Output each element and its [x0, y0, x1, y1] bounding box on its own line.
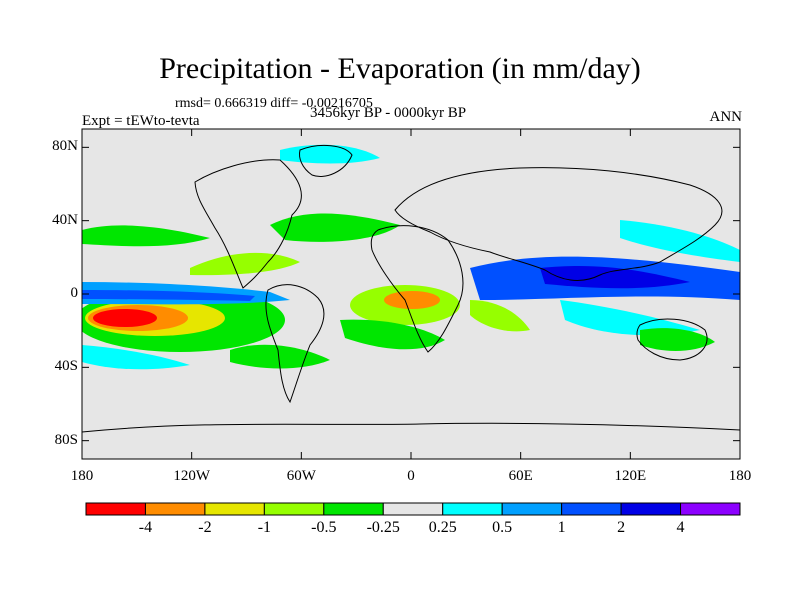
colorbar-swatch-7 — [501, 502, 563, 516]
lat-tick-label: 80N — [52, 138, 78, 155]
experiment-label: Expt = tEWto-tevta — [82, 113, 200, 129]
south-pacific-green — [230, 344, 330, 369]
colorbar-swatch-4 — [323, 502, 384, 516]
south-indian-cyan — [560, 300, 700, 336]
lat-tick-label: 0 — [70, 285, 79, 301]
indo-pacific-core — [540, 265, 690, 289]
australia-coast — [636, 318, 708, 361]
colorbar-label: 2 — [617, 519, 626, 536]
north-pacific-green — [82, 225, 210, 247]
coastlines — [81, 144, 741, 433]
antarctica-coast — [81, 422, 741, 433]
colorbar-label: -0.5 — [311, 519, 337, 536]
south-atlantic-green — [340, 319, 445, 350]
colorbar-label: 1 — [557, 519, 566, 536]
colorbar-label: 0.25 — [428, 519, 457, 536]
greenland-coast — [299, 144, 353, 177]
rmsd-diff-stats: rmsd= 0.666319 diff= -0.00216705 — [175, 96, 373, 111]
colorbar-swatch-1 — [144, 502, 206, 516]
lon-tick-label: 120W — [173, 468, 210, 484]
colorbar-label: 0.5 — [492, 519, 513, 536]
map-title: Precipitation - Evaporation (in mm/day) — [159, 52, 641, 85]
colorbar-swatch-2 — [204, 502, 265, 516]
colorbar-swatch-3 — [263, 502, 325, 516]
eurasia-coast — [394, 167, 723, 281]
north-atlantic-green — [270, 213, 400, 242]
pacific-red-zone — [93, 309, 157, 327]
lon-tick-label: 60E — [508, 468, 533, 484]
colorbar-label: 4 — [676, 519, 685, 536]
colorbar-swatch-8 — [561, 502, 622, 516]
arctic-cyan — [280, 144, 380, 164]
east-africa-green — [470, 300, 530, 332]
colorbar-label: -0.25 — [366, 519, 400, 536]
australia-green — [640, 328, 715, 351]
lon-tick-label: 0 — [407, 468, 415, 484]
colorbar-label: -1 — [257, 519, 272, 536]
lat-tick-label: 40N — [52, 211, 78, 228]
nh-pacific-green-band — [190, 252, 300, 276]
lon-tick-label: 60W — [286, 468, 316, 484]
season-label: ANN — [709, 109, 743, 125]
colorbar-swatch-9 — [620, 502, 682, 516]
lon-tick-label: 180 — [70, 468, 94, 484]
south-america-coast — [265, 284, 325, 404]
south-pacific-cyan — [82, 345, 190, 370]
west-pacific-cyan — [620, 220, 740, 262]
pacific-wet-core — [82, 290, 255, 301]
lon-tick-label: 180 — [728, 468, 752, 484]
colorbar-swatch-5 — [382, 502, 444, 516]
colorbar-label: -4 — [138, 519, 153, 536]
colorbar-swatch-6 — [442, 502, 503, 516]
colorbar — [85, 502, 741, 516]
colorbar-label: -2 — [198, 519, 212, 536]
period-label: 3456kyr BP - 0000kyr BP — [310, 105, 467, 121]
lon-tick-label: 120E — [614, 468, 647, 484]
atlantic-orange-zone — [384, 291, 440, 309]
north-america-coast — [194, 159, 302, 289]
lat-tick-label: 40S — [54, 358, 78, 375]
colorbar-swatch-10 — [680, 502, 741, 516]
lat-tick-label: 80S — [54, 431, 78, 448]
colorbar-swatch-0 — [85, 502, 146, 516]
